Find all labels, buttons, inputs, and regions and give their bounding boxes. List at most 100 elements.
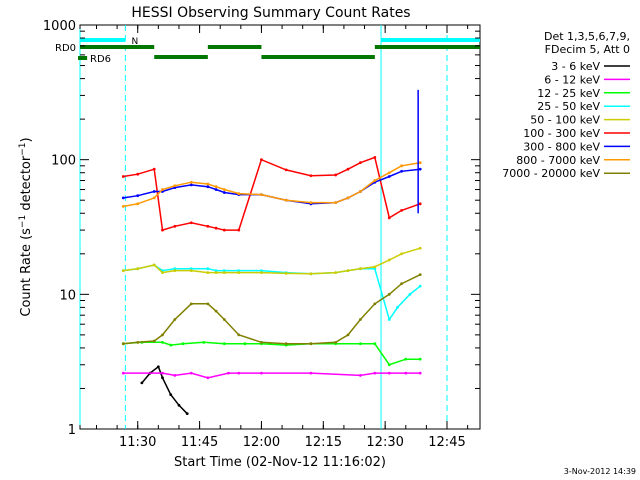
data-point-100-300-kev [121, 175, 125, 178]
night-label: N [132, 37, 139, 47]
series-line-300-800-kev [123, 168, 421, 205]
data-point-300-800-kev [152, 190, 156, 193]
data-point-3-6-kev [169, 393, 173, 397]
legend-label: 800 - 7000 keV [516, 154, 600, 167]
legend-label: 25 - 50 keV [537, 100, 600, 113]
data-point-7000-20000-kev [136, 340, 140, 344]
data-point-50-100-kev [387, 258, 391, 262]
data-point-800-7000-kev [237, 192, 241, 195]
data-point-7000-20000-kev [121, 342, 125, 346]
data-point-7000-20000-kev [309, 342, 313, 346]
data-point-6-12-kev [404, 371, 408, 375]
data-point-7000-20000-kev [373, 302, 377, 306]
data-point-25-50-kev [173, 267, 177, 271]
data-point-800-7000-kev [418, 161, 422, 165]
data-point-300-800-kev [214, 188, 218, 191]
data-point-800-7000-kev [152, 196, 156, 200]
data-point-100-300-kev [309, 174, 313, 178]
plot-area: N RD0 RD6 [55, 24, 481, 430]
legend-label: 7000 - 20000 keV [502, 167, 600, 180]
data-point-7000-20000-kev [161, 333, 164, 337]
data-point-50-100-kev [284, 272, 288, 275]
data-point-800-7000-kev [400, 164, 404, 168]
data-point-50-100-kev [173, 269, 177, 273]
data-point-800-7000-kev [284, 198, 288, 202]
data-point-50-100-kev [309, 272, 313, 276]
data-point-25-50-kev [237, 269, 241, 273]
data-point-12-25-kev [222, 342, 226, 346]
x-tick-label: 11:45 [181, 435, 218, 450]
data-point-50-100-kev [346, 269, 350, 273]
data-point-50-100-kev [214, 271, 218, 275]
data-point-100-300-kev [173, 224, 177, 228]
chart-title: HESSI Observing Summary Count Rates [131, 5, 410, 21]
data-point-12-25-kev [169, 343, 173, 347]
x-tick-label: 12:45 [428, 435, 465, 450]
data-point-6-12-kev [373, 371, 377, 375]
legend-label: 12 - 25 keV [537, 87, 600, 100]
data-point-3-6-kev [177, 403, 181, 407]
data-point-6-12-kev [227, 371, 230, 375]
series-line-12-25-kev [123, 341, 421, 366]
data-point-12-25-kev [387, 363, 391, 367]
data-point-100-300-kev [136, 172, 140, 176]
data-point-50-100-kev [359, 267, 362, 271]
series-line-6-12-kev [123, 372, 421, 379]
data-point-100-300-kev [387, 216, 391, 220]
data-point-7000-20000-kev [346, 333, 350, 337]
data-point-6-12-kev [173, 374, 177, 377]
data-point-800-7000-kev [173, 184, 177, 188]
legend-label: 3 - 6 keV [551, 60, 600, 73]
legend-header-line-2: FDecim 5, Att 0 [545, 43, 630, 56]
data-point-100-300-kev [206, 224, 210, 228]
data-point-800-7000-kev [346, 196, 350, 200]
y-axis-label-main: Count Rate (s [19, 228, 34, 317]
data-point-100-300-kev [152, 167, 156, 171]
data-point-12-25-kev [161, 340, 164, 344]
data-point-6-12-kev [189, 371, 193, 375]
series-line-100-300-kev [123, 156, 421, 232]
rd6-label: RD6 [90, 54, 111, 65]
data-point-50-100-kev [260, 271, 263, 275]
data-point-100-300-kev [400, 209, 404, 212]
data-point-50-100-kev [121, 269, 125, 273]
data-point-6-12-kev [387, 371, 391, 375]
data-point-12-25-kev [181, 342, 185, 346]
data-point-50-100-kev [373, 265, 377, 269]
data-point-7000-20000-kev [214, 309, 218, 313]
legend-label: 100 - 300 keV [523, 127, 600, 140]
data-point-50-100-kev [418, 246, 422, 250]
data-point-7000-20000-kev [206, 302, 210, 306]
y-axis-label-mid: detector [19, 155, 34, 215]
legend: Det 1,3,5,6,7,9, FDecim 5, Att 0 3 - 6 k… [502, 30, 630, 180]
legend-label: 6 - 12 keV [544, 73, 600, 86]
data-point-12-25-kev [359, 342, 362, 346]
plot-frame [79, 24, 481, 430]
data-point-300-800-kev [400, 169, 404, 173]
data-point-300-800-kev [387, 175, 391, 178]
vertical-markers [79, 25, 448, 429]
x-tick-label: 12:00 [243, 435, 280, 450]
data-point-50-100-kev [189, 269, 193, 273]
data-point-6-12-kev [260, 371, 263, 375]
data-point-12-25-kev [418, 357, 422, 361]
data-point-3-6-kev [161, 376, 164, 380]
data-point-800-7000-kev [214, 185, 218, 189]
legend-header-line-1: Det 1,3,5,6,7,9, [544, 30, 630, 43]
data-point-25-50-kev [387, 318, 391, 321]
data-point-100-300-kev [161, 228, 164, 232]
data-point-300-800-kev [418, 167, 422, 171]
x-tick-label: 11:30 [119, 435, 156, 450]
data-point-6-12-kev [309, 371, 313, 375]
data-point-50-100-kev [222, 271, 226, 275]
data-point-800-7000-kev [222, 188, 226, 191]
data-point-300-800-kev [136, 194, 140, 198]
y-axis: 1 10 100 1000 [43, 19, 480, 438]
data-point-50-100-kev [136, 267, 140, 271]
data-point-100-300-kev [260, 158, 263, 162]
data-point-800-7000-kev [373, 179, 377, 182]
data-point-50-100-kev [400, 252, 404, 256]
y-axis-label-end: ) [19, 137, 34, 142]
data-point-300-800-kev [121, 196, 125, 200]
rd0-label: RD0 [55, 43, 76, 54]
